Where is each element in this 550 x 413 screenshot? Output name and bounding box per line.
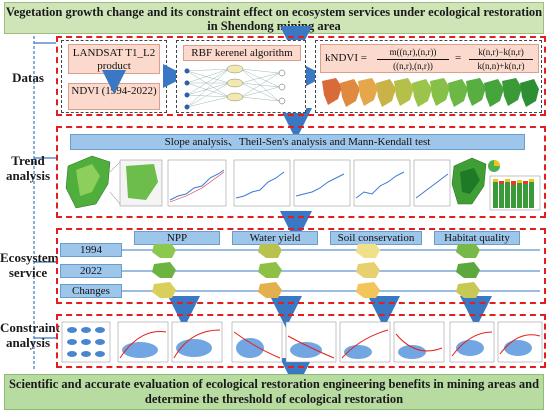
ecosystem-col-soil-conservation: Soil conservation: [330, 231, 422, 245]
constraint-scatter-plots: [61, 321, 543, 363]
ecosystem-section: [56, 228, 546, 304]
ecosystem-col-npp: NPP: [134, 231, 220, 245]
kndvi-numerator-1: m((n,r),(n,r)): [389, 47, 437, 57]
rbf-label: RBF kerenel algorithm: [183, 45, 301, 61]
ecosystem-col-water-yield: Water yield: [232, 231, 318, 245]
trend-analysis-figures: [65, 155, 541, 211]
kndvi-label: kNDVI =: [325, 52, 367, 64]
kndvi-denominator-2: k(n,n)+k(n,r): [477, 61, 525, 71]
conclusion-banner: Scientific and accurate evaluation of ec…: [4, 374, 544, 410]
kndvi-map-series: [322, 78, 539, 107]
stage-label-trend: Trend analysis: [5, 153, 51, 183]
ecosystem-service-maps: [122, 244, 540, 298]
ecosystem-row-1994: 1994: [60, 243, 122, 257]
stage-label-ecosystem: Ecosystem service: [0, 250, 59, 280]
kndvi-numerator-2: k(n,r)−k(n,r): [478, 47, 524, 57]
data-source-panel: LANDSAT T1_L2 product NDVI (1994-2022): [61, 40, 167, 113]
constraint-section: [56, 314, 546, 368]
kndvi-denominator-1: ((n,r),(n,r)): [393, 61, 433, 71]
trend-methods-bar: Slope analysis、Theil-Sen's analysis and …: [70, 134, 525, 150]
landsat-box: LANDSAT T1_L2 product: [68, 44, 160, 74]
rbf-network-diagram: [184, 64, 286, 110]
kndvi-formula-box: kNDVI = m((n,r),(n,r)) ((n,r),(n,r)) = k…: [320, 44, 539, 73]
ecosystem-col-habitat-quality: Habitat quality: [434, 231, 520, 245]
kndvi-panel: kNDVI = m((n,r),(n,r)) ((n,r),(n,r)) = k…: [315, 40, 542, 113]
ecosystem-row-changes: Changes: [60, 284, 122, 298]
ecosystem-row-2022: 2022: [60, 264, 122, 278]
trend-section: [56, 126, 546, 218]
rbf-panel: RBF kerenel algorithm: [176, 40, 306, 113]
stage-label-constraint: Constraint analysis: [0, 320, 60, 350]
diagram-title: Vegetation growth change and its constra…: [4, 2, 544, 34]
stage-label-datas: Datas: [12, 70, 44, 85]
datas-section: [56, 36, 546, 116]
